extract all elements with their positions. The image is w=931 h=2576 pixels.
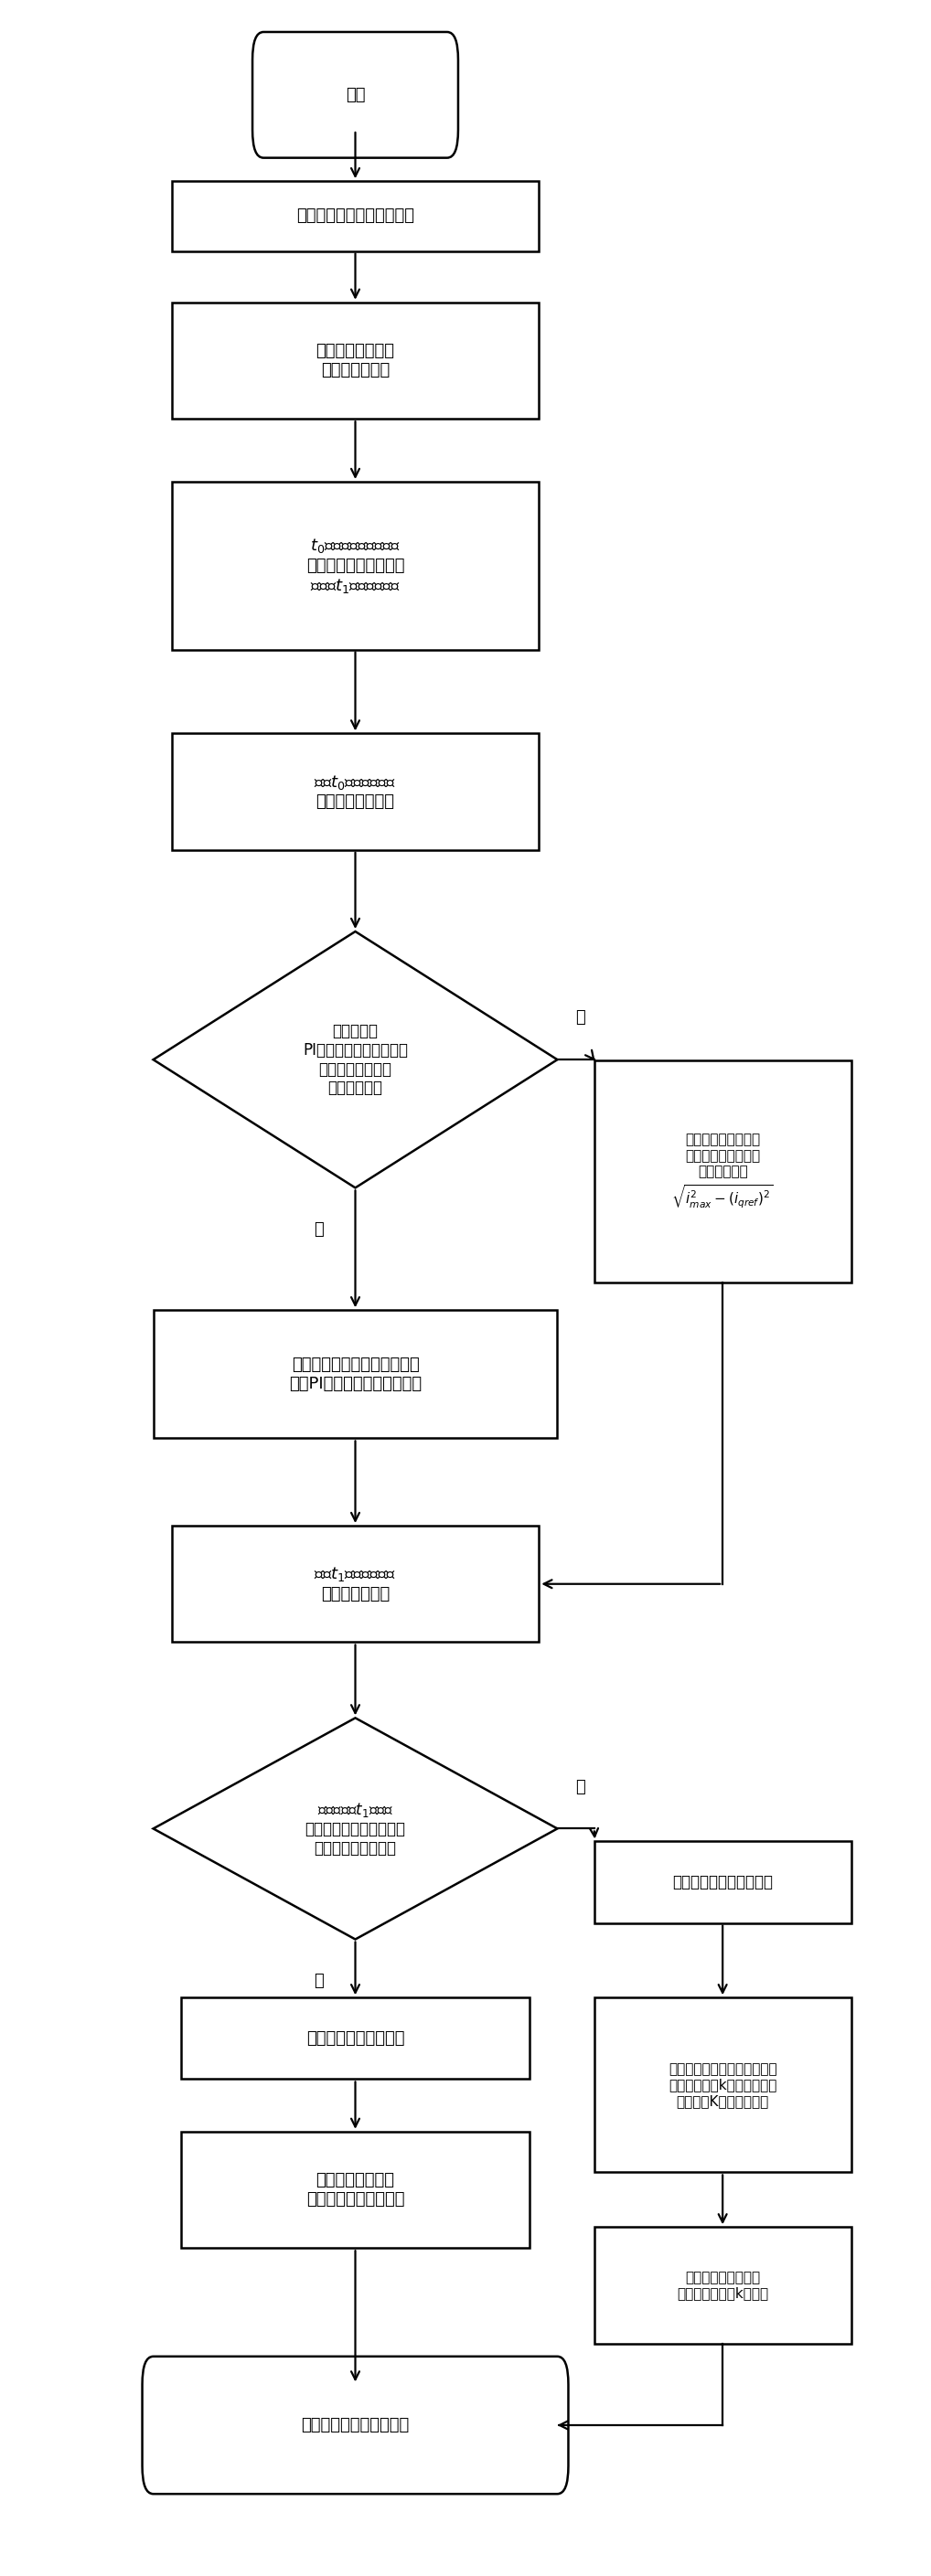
Text: 将卸荷电路导通的
风电机组划为同一机群: 将卸荷电路导通的 风电机组划为同一机群 — [306, 2172, 404, 2208]
Text: 各风电机组$t_1$时刻的
直流母线电压值是否大于
卸荷电路的动作阈值: 各风电机组$t_1$时刻的 直流母线电压值是否大于 卸荷电路的动作阈值 — [305, 1801, 406, 1857]
Bar — [594, 1061, 851, 1283]
Bar — [171, 734, 539, 850]
Bar — [171, 301, 539, 420]
Bar — [594, 1996, 851, 2172]
Text: 直驱风电场机群划分结束: 直驱风电场机群划分结束 — [302, 2416, 410, 2434]
Text: 开始: 开始 — [345, 88, 365, 103]
Text: 否: 否 — [575, 1777, 586, 1795]
Text: 以机端电压跌落值为分群指标
应用免疫随机k值和敏感聚类
中心改进K均值聚类算法: 以机端电压跌落值为分群指标 应用免疫随机k值和敏感聚类 中心改进K均值聚类算法 — [668, 2063, 776, 2107]
Bar — [181, 1996, 530, 2079]
Text: 随机设置各台风电
机组的输入风能: 随机设置各台风电 机组的输入风能 — [316, 343, 395, 379]
Polygon shape — [154, 1718, 558, 1940]
Text: 建立直驱风电场的详细模型: 建立直驱风电场的详细模型 — [296, 209, 414, 224]
Polygon shape — [154, 933, 558, 1188]
Bar — [594, 2228, 851, 2344]
Bar — [171, 482, 539, 649]
Bar — [154, 1311, 558, 1437]
Text: 将卸荷电路未导通的
风电机组划分为k个机群: 将卸荷电路未导通的 风电机组划分为k个机群 — [677, 2269, 768, 2300]
Text: 是: 是 — [314, 1221, 323, 1239]
Text: 风电机组卸荷电路未导通: 风电机组卸荷电路未导通 — [672, 1873, 773, 1891]
Text: 网侧变流器有功电流
参考值设定有功电流
参考值限制值
$\sqrt{i^2_{max}-(i_{qref})^2}$: 网侧变流器有功电流 参考值设定有功电流 参考值限制值 $\sqrt{i^2_{m… — [671, 1133, 774, 1211]
Text: 采集$t_0$时刻各台机组
的机端电压跌落值: 采集$t_0$时刻各台机组 的机端电压跌落值 — [314, 773, 397, 811]
Text: 网侧变流器
PI控制下有功电流参考值
是否小于有功电流
参考值限制值: 网侧变流器 PI控制下有功电流参考值 是否小于有功电流 参考值限制值 — [303, 1023, 408, 1097]
Text: 否: 否 — [575, 1010, 586, 1025]
Bar — [171, 1525, 539, 1643]
Text: $t_0$时刻双回馈线的一回
线中点处设置三相短路
故障，$t_1$时刻故障消除: $t_0$时刻双回馈线的一回 线中点处设置三相短路 故障，$t_1$时刻故障消除 — [306, 536, 404, 595]
FancyBboxPatch shape — [142, 2357, 568, 2494]
Bar — [181, 2130, 530, 2249]
Bar — [171, 180, 539, 250]
Bar — [594, 1842, 851, 1924]
Text: 计算$t_1$时刻风电机组
的直流母线电压: 计算$t_1$时刻风电机组 的直流母线电压 — [314, 1566, 397, 1602]
Text: 网侧变流器有功电流参考值设
定为PI控制下有功电流参考值: 网侧变流器有功电流参考值设 定为PI控制下有功电流参考值 — [289, 1358, 422, 1391]
FancyBboxPatch shape — [252, 31, 458, 157]
Text: 风电机组卸荷电路导通: 风电机组卸荷电路导通 — [306, 2030, 404, 2045]
Text: 是: 是 — [314, 1973, 323, 1989]
